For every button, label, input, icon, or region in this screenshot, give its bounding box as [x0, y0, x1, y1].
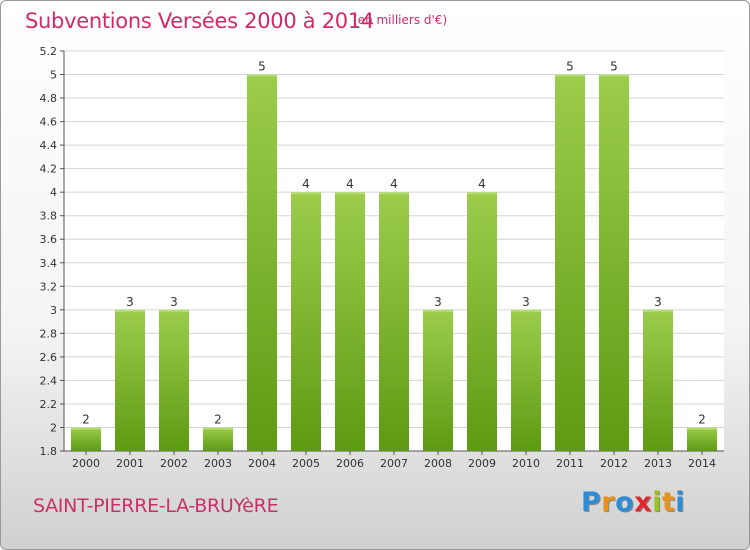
logo-letter: r: [601, 487, 616, 518]
bar-2012: [599, 74, 629, 451]
bar-2001: [115, 309, 145, 451]
data-label: 4: [390, 177, 398, 191]
bar-highlight: [511, 309, 541, 312]
bar-highlight: [71, 427, 101, 430]
bar-highlight: [599, 74, 629, 77]
x-tick-label: 2012: [600, 457, 628, 470]
x-tick-label: 2011: [556, 457, 584, 470]
logo-letter: x: [634, 487, 653, 518]
place-name: SAINT-PIERRE-LA-BRUYèRE: [33, 495, 279, 517]
data-label: 3: [522, 295, 530, 309]
data-label: 4: [302, 177, 310, 191]
x-tick-label: 2003: [204, 457, 232, 470]
y-tick-label: 3.2: [40, 280, 58, 293]
y-tick-label: 4: [50, 186, 57, 199]
y-tick-label: 3: [50, 304, 57, 317]
logo-letter: o: [615, 487, 635, 518]
proxiti-logo[interactable]: Proxiti: [581, 487, 685, 518]
data-label: 4: [478, 177, 486, 191]
data-label: 2: [214, 412, 222, 426]
bar-2000: [71, 427, 101, 451]
data-label: 5: [258, 60, 266, 74]
y-tick-label: 3.6: [40, 233, 58, 246]
bar-highlight: [115, 309, 145, 312]
x-tick-label: 2007: [380, 457, 408, 470]
x-tick-label: 2010: [512, 457, 540, 470]
data-label: 3: [126, 295, 134, 309]
bar-highlight: [423, 309, 453, 312]
chart-title: Subventions Versées 2000 à 2014: [25, 9, 374, 33]
x-tick-label: 2002: [160, 457, 188, 470]
data-label: 2: [82, 412, 90, 426]
data-label: 3: [434, 295, 442, 309]
y-tick-label: 3.4: [40, 257, 58, 270]
x-tick-label: 2000: [72, 457, 100, 470]
bar-2008: [423, 309, 453, 451]
bar-highlight: [291, 192, 321, 195]
data-label: 3: [170, 295, 178, 309]
bar-2011: [555, 74, 585, 451]
bar-highlight: [379, 192, 409, 195]
logo-letter: i: [652, 487, 662, 518]
y-tick-label: 2: [50, 421, 57, 434]
y-tick-label: 2.2: [40, 398, 58, 411]
bar-highlight: [247, 74, 277, 77]
bar-2013: [643, 309, 673, 451]
bar-highlight: [335, 192, 365, 195]
x-tick-label: 2009: [468, 457, 496, 470]
y-tick-label: 4.4: [40, 139, 58, 152]
data-label: 5: [610, 60, 618, 74]
data-label: 4: [346, 177, 354, 191]
y-tick-label: 2.6: [40, 351, 58, 364]
y-tick-label: 2.8: [40, 327, 58, 340]
x-tick-label: 2006: [336, 457, 364, 470]
bar-2004: [247, 74, 277, 451]
y-tick-label: 4.2: [40, 163, 58, 176]
x-tick-label: 2004: [248, 457, 276, 470]
logo-letter: P: [581, 487, 602, 518]
y-tick-label: 1.8: [40, 445, 58, 458]
bar-highlight: [643, 309, 673, 312]
bar-highlight: [203, 427, 233, 430]
bar-2005: [291, 192, 321, 452]
y-tick-label: 4.8: [40, 92, 58, 105]
x-tick-label: 2008: [424, 457, 452, 470]
bar-2007: [379, 192, 409, 452]
bar-2002: [159, 309, 189, 451]
bar-2010: [511, 309, 541, 451]
data-label: 3: [654, 295, 662, 309]
data-label: 2: [698, 412, 706, 426]
x-tick-label: 2014: [688, 457, 716, 470]
y-tick-label: 5: [50, 69, 57, 82]
bar-2014: [687, 427, 717, 451]
unit-note: (en milliers d'€): [353, 13, 448, 27]
bar-2006: [335, 192, 365, 452]
bar-highlight: [687, 427, 717, 430]
data-label: 5: [566, 60, 574, 74]
y-tick-label: 4.6: [40, 116, 58, 129]
bar-highlight: [467, 192, 497, 195]
x-tick-label: 2005: [292, 457, 320, 470]
logo-letter: i: [675, 487, 686, 518]
bar-highlight: [159, 309, 189, 312]
y-tick-label: 3.8: [40, 210, 58, 223]
bar-2003: [203, 427, 233, 451]
bar-highlight: [555, 74, 585, 77]
y-tick-label: 5.2: [40, 45, 58, 58]
bar-2009: [467, 192, 497, 452]
y-tick-label: 2.4: [40, 374, 58, 387]
x-tick-label: 2001: [116, 457, 144, 470]
x-tick-label: 2013: [644, 457, 672, 470]
logo-letter: t: [661, 487, 676, 518]
